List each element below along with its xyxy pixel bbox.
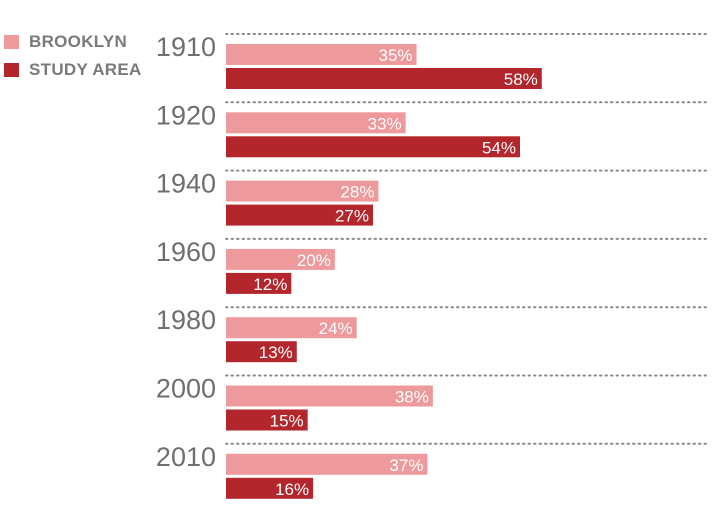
bar-brooklyn-2010 [226,453,428,475]
value-label-brooklyn-2000: 38% [395,388,429,407]
year-label-2010: 2010 [156,442,216,472]
bar-study-area-1910 [226,68,542,89]
year-label-1920: 1920 [156,100,216,130]
value-label-brooklyn-1910: 35% [379,46,413,65]
value-label-brooklyn-1940: 28% [340,183,374,202]
bar-study-area-1960 [226,272,292,294]
bar-brooklyn-1980 [226,317,357,339]
bar-brooklyn-1920 [226,112,406,134]
value-label-study-area-2000: 15% [270,412,304,431]
value-label-brooklyn-1960: 20% [297,251,331,270]
bar-study-area-2010 [226,477,314,499]
year-label-1960: 1960 [156,237,216,267]
bar-brooklyn-1960 [226,248,335,270]
value-label-study-area-1910: 58% [504,70,538,89]
value-label-study-area-1980: 13% [259,343,293,362]
legend-swatch-brooklyn [4,35,19,49]
year-label-1910: 1910 [156,32,216,62]
legend-label-brooklyn: BROOKLYN [29,32,128,51]
legend-item-study-area: STUDY AREA [4,58,142,82]
legend-swatch-study-area [4,63,19,77]
bar-brooklyn-1940 [226,180,379,202]
legend-item-brooklyn: BROOKLYN [4,30,142,54]
value-label-study-area-1920: 54% [482,138,516,157]
value-label-brooklyn-2010: 37% [389,456,423,475]
value-label-study-area-2010: 16% [275,480,309,499]
year-label-2000: 2000 [156,374,216,404]
chart-legend: BROOKLYN STUDY AREA [4,30,142,86]
bar-brooklyn-2000 [226,385,433,407]
year-label-1940: 1940 [156,169,216,199]
value-label-brooklyn-1920: 33% [368,114,402,133]
bar-study-area-1980 [226,341,297,363]
value-label-study-area-1940: 27% [335,207,369,226]
bar-study-area-1940 [226,204,373,226]
bar-study-area-2000 [226,409,308,431]
value-label-brooklyn-1980: 24% [319,319,353,338]
bar-study-area-1920 [226,136,520,158]
legend-label-study-area: STUDY AREA [29,60,142,79]
year-label-1980: 1980 [156,305,216,335]
value-label-study-area-1960: 12% [253,275,287,294]
bar-brooklyn-1910 [226,44,417,65]
